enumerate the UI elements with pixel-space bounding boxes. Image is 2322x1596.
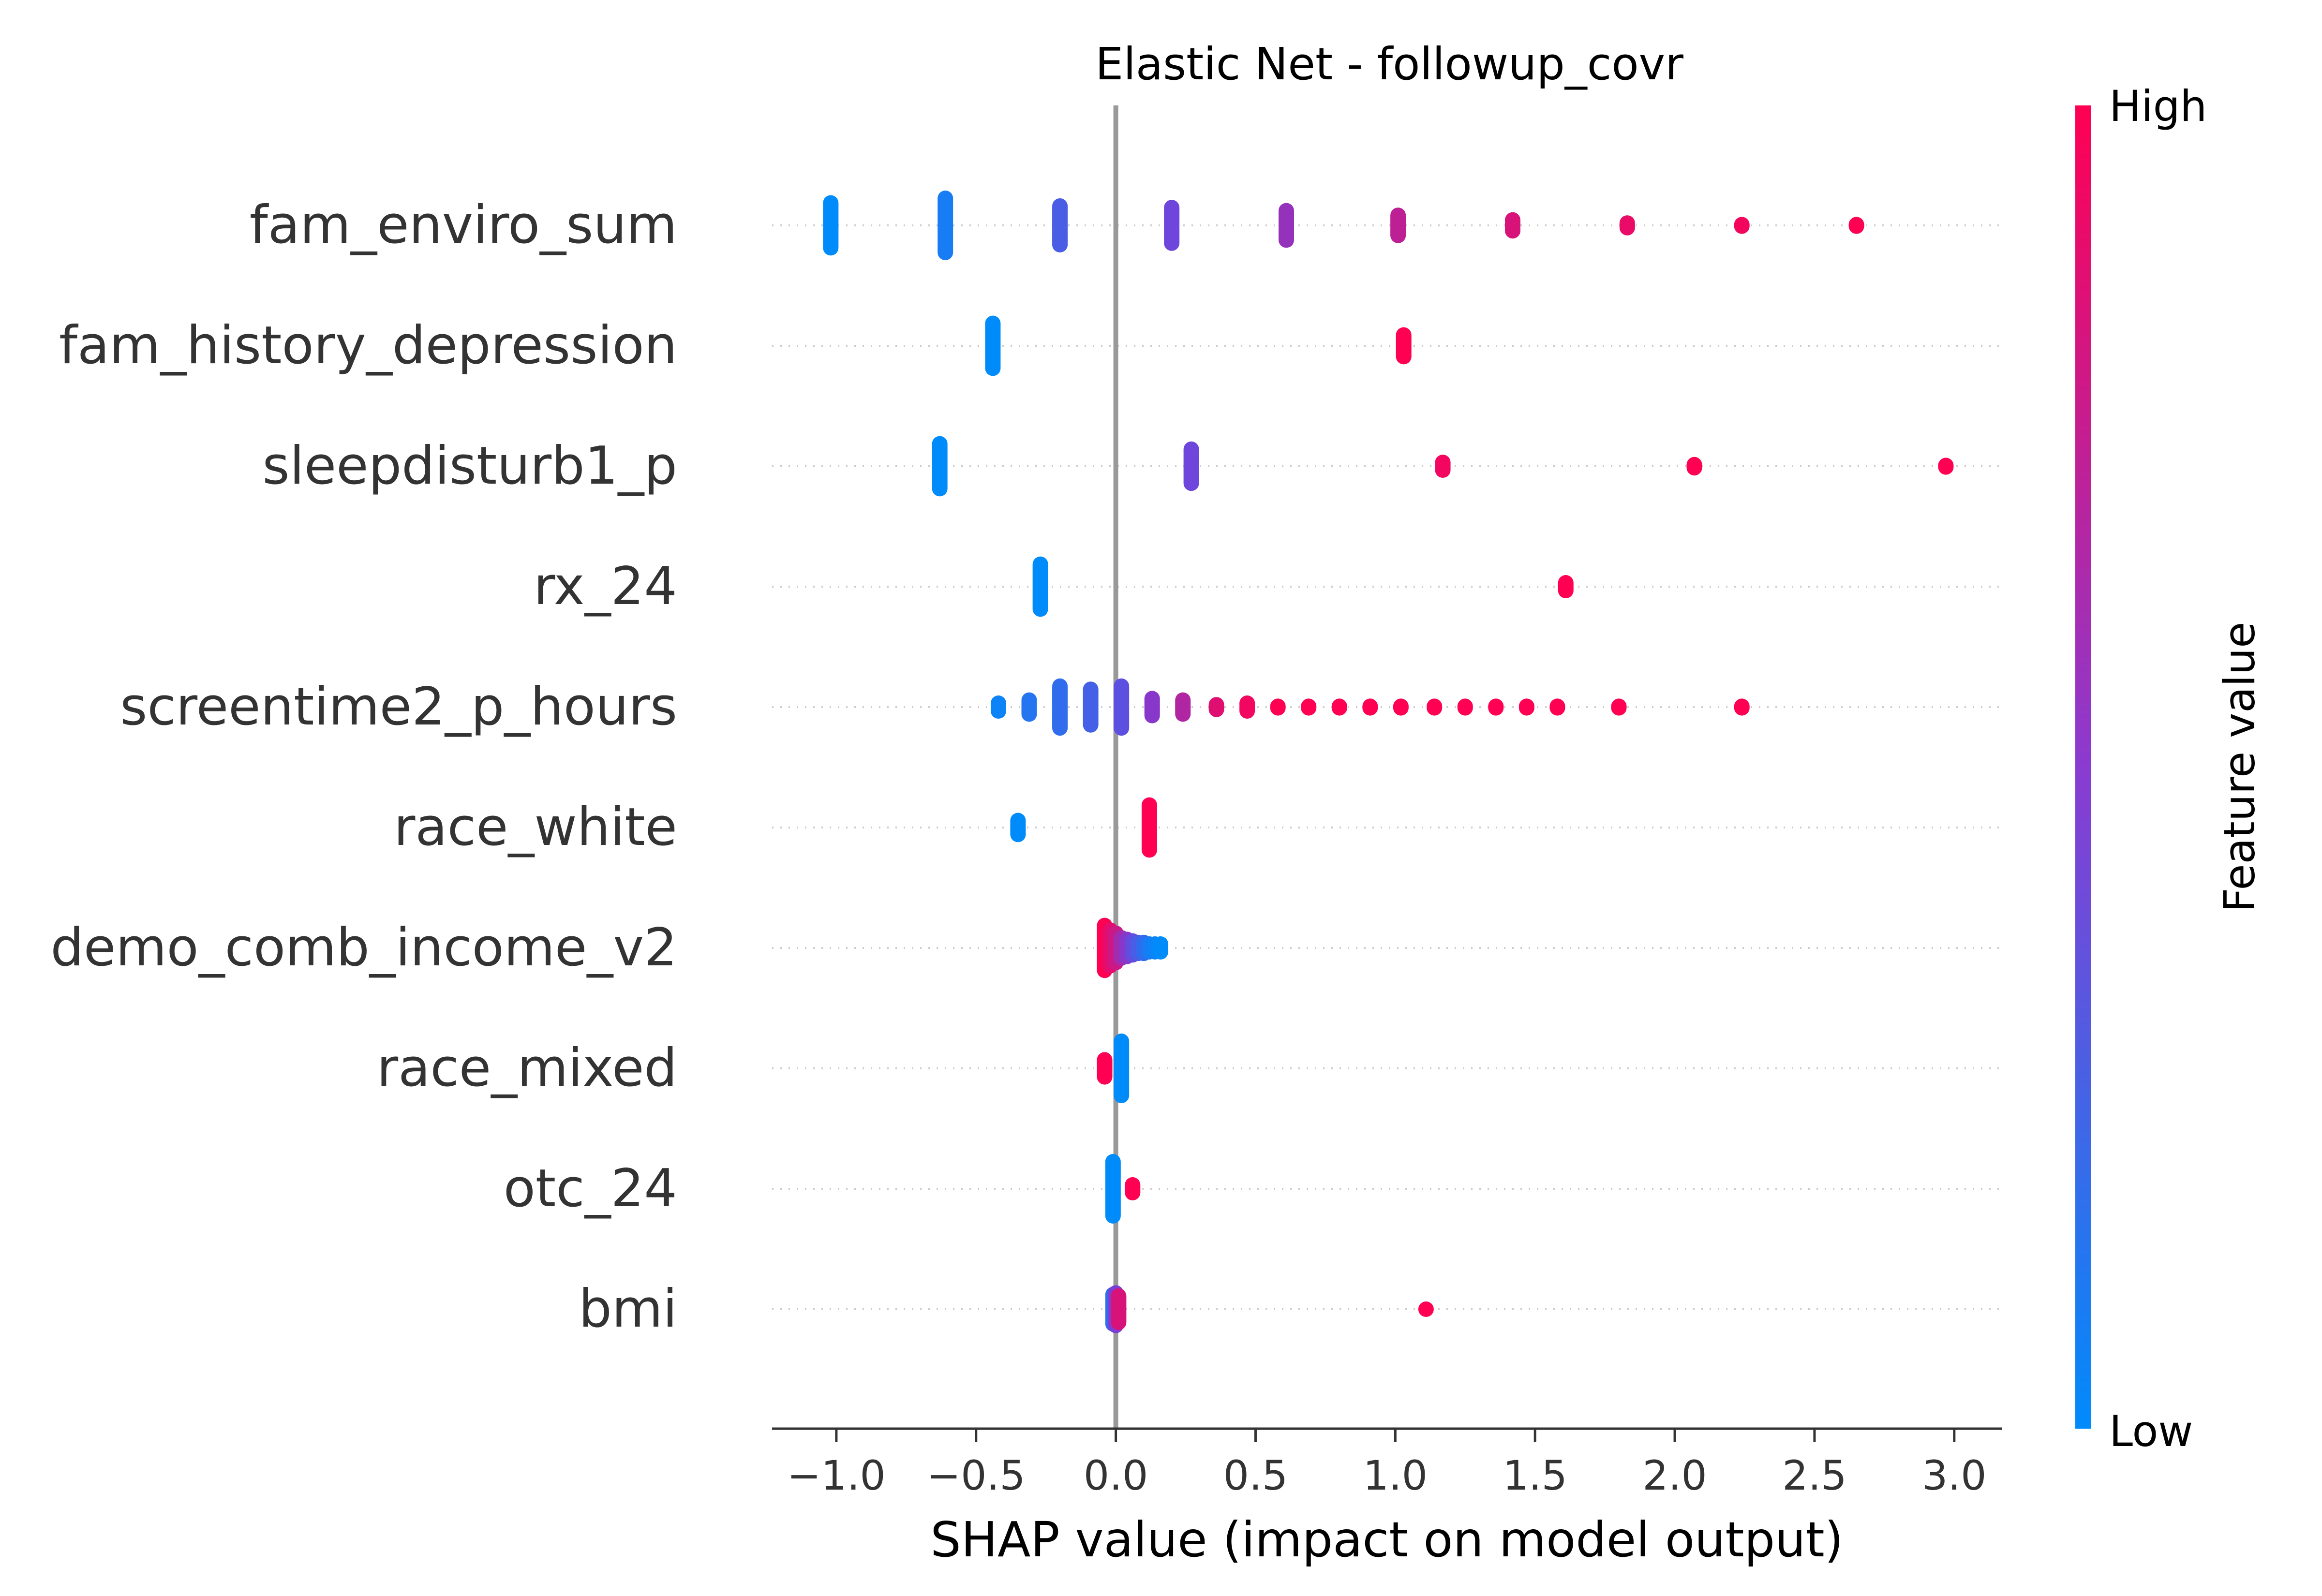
shap-point xyxy=(1083,681,1099,733)
shap-point xyxy=(1010,813,1026,842)
shap-point xyxy=(1021,692,1037,722)
x-tick-label: 1.5 xyxy=(1503,1452,1567,1499)
shap-point xyxy=(1518,698,1534,716)
shap-point xyxy=(1125,1177,1141,1200)
shap-point xyxy=(985,315,1001,376)
shap-point xyxy=(1427,698,1443,716)
feature-grid-lines xyxy=(772,224,2002,1310)
shap-point xyxy=(1097,1052,1113,1085)
shap-point xyxy=(1279,203,1295,248)
shap-point xyxy=(1032,556,1048,617)
shap-point xyxy=(1114,678,1130,736)
feature-label: bmi xyxy=(579,1279,677,1339)
shap-point xyxy=(1611,698,1627,716)
shap-point xyxy=(1183,441,1199,491)
shap-point xyxy=(1418,1301,1434,1317)
x-tick-label: 2.5 xyxy=(1782,1452,1847,1499)
shap-point xyxy=(1848,217,1864,234)
shap-point xyxy=(1208,697,1224,717)
x-tick-label: −1.0 xyxy=(787,1452,886,1499)
x-axis-ticks: −1.0 −0.5 0.0 0.5 1.0 1.5 2.0 2.5 3.0 xyxy=(787,1429,1987,1499)
feature-label: race_mixed xyxy=(377,1038,677,1098)
shap-point xyxy=(1331,698,1347,716)
shap-point xyxy=(990,695,1006,719)
shap-point xyxy=(1619,215,1635,236)
shap-point xyxy=(1504,212,1520,239)
feature-label: rx_24 xyxy=(534,556,677,617)
x-tick-label: 0.5 xyxy=(1223,1452,1288,1499)
shap-point xyxy=(823,195,839,256)
x-tick-label: 3.0 xyxy=(1922,1452,1987,1499)
feature-label: otc_24 xyxy=(504,1158,677,1219)
shap-point xyxy=(1938,458,1954,475)
shap-point xyxy=(1175,692,1191,722)
shap-point xyxy=(1052,678,1068,736)
shap-point xyxy=(1301,698,1317,716)
shap-point xyxy=(1105,1154,1121,1224)
shap-point xyxy=(1686,457,1702,476)
shap-point xyxy=(1270,698,1286,716)
x-tick-label: 1.0 xyxy=(1363,1452,1428,1499)
shap-point xyxy=(1457,698,1473,716)
shap-point xyxy=(1362,698,1378,716)
shap-point xyxy=(1488,698,1504,716)
chart-title: Elastic Net - followup_covr xyxy=(1095,38,1683,90)
shap-point xyxy=(1734,217,1750,234)
colorbar-title: Feature value xyxy=(2215,622,2264,913)
x-axis-label: SHAP value (impact on model output) xyxy=(930,1511,1843,1568)
colorbar xyxy=(2075,105,2091,1429)
colorbar-low-label: Low xyxy=(2109,1406,2193,1456)
shap-point xyxy=(1164,200,1180,251)
feature-label: race_white xyxy=(394,797,677,857)
shap-point xyxy=(1052,198,1068,252)
shap-point xyxy=(1141,797,1157,858)
x-tick-label: 2.0 xyxy=(1642,1452,1707,1499)
shap-point xyxy=(1549,698,1565,716)
shap-point xyxy=(1396,327,1412,365)
shap-point xyxy=(1435,455,1451,478)
feature-labels: fam_enviro_sum fam_history_depressionslee… xyxy=(50,195,677,1339)
x-tick-label: 0.0 xyxy=(1084,1452,1148,1499)
shap-point xyxy=(938,191,953,260)
shap-point xyxy=(1114,1034,1130,1103)
shap-point xyxy=(1734,698,1750,716)
shap-point xyxy=(1111,1288,1127,1330)
shap-point xyxy=(1144,691,1160,724)
feature-label: fam_history_depression xyxy=(59,315,677,376)
feature-label: sleepdisturb1_p xyxy=(262,436,677,496)
x-tick-label: −0.5 xyxy=(927,1452,1026,1499)
shap-point xyxy=(932,436,948,497)
feature-label: screentime2_p_hours xyxy=(120,677,677,737)
colorbar-high-label: High xyxy=(2109,81,2207,131)
shap-point xyxy=(1153,936,1169,960)
shap-points xyxy=(823,191,1954,1333)
shap-point xyxy=(1558,575,1574,598)
shap-point xyxy=(1390,207,1406,243)
feature-label: fam_enviro_sum xyxy=(250,195,677,255)
feature-label: demo_comb_income_v2 xyxy=(50,917,677,978)
shap-point xyxy=(1393,698,1409,716)
shap-point xyxy=(1239,695,1255,719)
